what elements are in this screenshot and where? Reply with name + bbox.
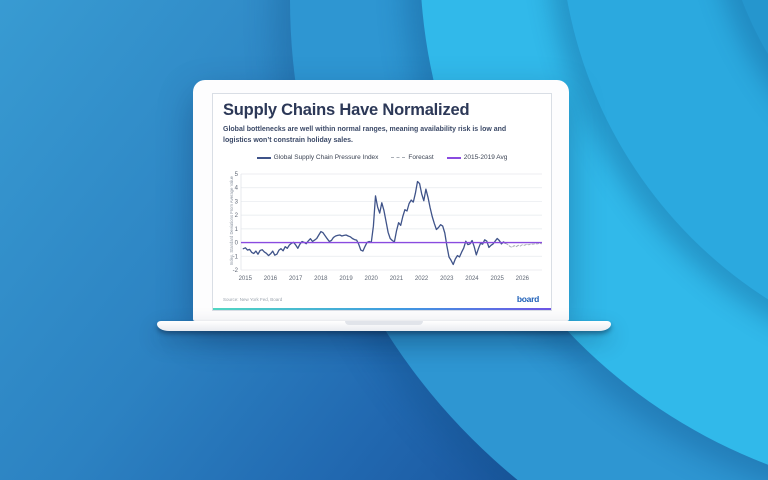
legend-item: Global Supply Chain Pressure Index: [256, 154, 379, 161]
laptop-base: [157, 321, 611, 331]
svg-text:2024: 2024: [465, 276, 479, 282]
legend-label: 2015-2019 Avg: [463, 154, 508, 161]
brand-logo: board: [516, 294, 539, 304]
trackpad-notch: [345, 321, 423, 325]
svg-text:-1: -1: [233, 254, 239, 260]
slide-subtitle: Global bottlenecks are well within norma…: [223, 126, 507, 144]
svg-text:0: 0: [235, 241, 239, 247]
legend-swatch: [446, 156, 461, 159]
svg-text:2021: 2021: [390, 276, 404, 282]
svg-text:2015: 2015: [239, 276, 253, 282]
svg-text:2019: 2019: [339, 276, 353, 282]
chart-area: -2 -1 0 1 2 3 4 5 2015 2016 2017 2018 2019 2020 2021 20…: [223, 171, 545, 283]
svg-text:-2: -2: [233, 268, 239, 274]
svg-text:2: 2: [235, 213, 239, 219]
svg-text:1: 1: [235, 227, 239, 233]
slide: Supply Chains Have Normalized Global bot…: [212, 93, 552, 311]
legend-item: 2015-2019 Avg: [446, 154, 508, 161]
svg-text:5: 5: [235, 172, 239, 178]
pressure-chart: -2 -1 0 1 2 3 4 5 2015 2016 2017 2018 2019 2020 2021 20…: [233, 172, 542, 282]
legend-label: Global Supply Chain Pressure Index: [273, 154, 379, 161]
slide-title: Supply Chains Have Normalized: [223, 101, 470, 119]
svg-text:2016: 2016: [264, 276, 278, 282]
slide-accent-bar: [213, 307, 551, 310]
chart-legend: Global Supply Chain Pressure Index Foreca…: [213, 154, 551, 161]
svg-text:2017: 2017: [289, 276, 303, 282]
svg-text:2022: 2022: [415, 276, 429, 282]
svg-text:2025: 2025: [490, 276, 504, 282]
svg-text:3: 3: [235, 199, 239, 205]
laptop-screen: Supply Chains Have Normalized Global bot…: [193, 80, 569, 321]
legend-swatch: [256, 156, 271, 159]
svg-text:2018: 2018: [314, 276, 328, 282]
legend-label: Forecast: [408, 154, 434, 161]
svg-text:4: 4: [235, 186, 239, 192]
legend-swatch: [391, 157, 406, 158]
chart-source: Source: New York Fed, Board: [223, 297, 283, 302]
svg-text:2026: 2026: [516, 276, 530, 282]
svg-text:2023: 2023: [440, 276, 454, 282]
legend-item: Forecast: [391, 154, 434, 161]
svg-text:2020: 2020: [365, 276, 379, 282]
